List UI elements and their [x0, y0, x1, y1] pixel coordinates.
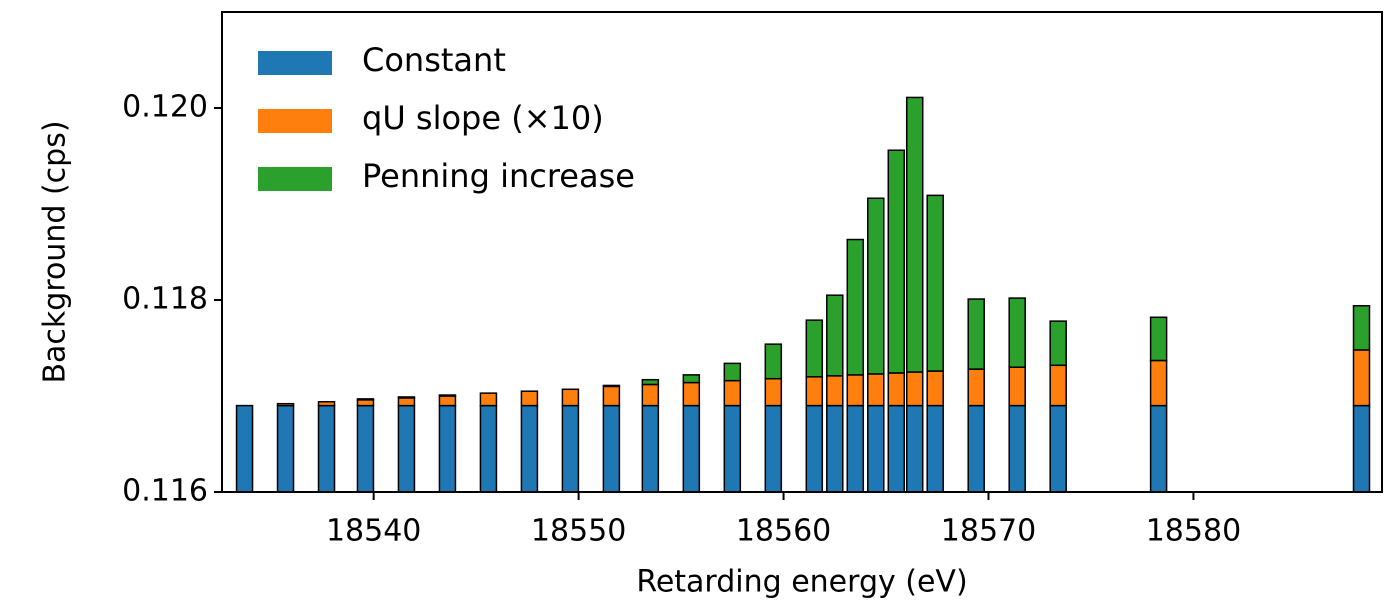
bar-segment — [397, 404, 416, 493]
legend-label: Penning increase — [362, 157, 635, 195]
bar-segment — [1008, 404, 1026, 493]
bar-segment — [926, 370, 944, 407]
bar-segment — [723, 404, 742, 493]
x-tick-label: 18540 — [326, 514, 421, 549]
legend-label: Constant — [362, 41, 506, 79]
bar-segment — [1008, 297, 1026, 368]
x-tick-label: 18550 — [531, 514, 626, 549]
bar-segment — [682, 404, 701, 493]
bar-segment — [1352, 404, 1371, 493]
bar-segment — [826, 294, 844, 377]
bar-segment — [602, 404, 621, 493]
bar-segment — [479, 404, 498, 493]
bar-segment — [602, 385, 621, 407]
bar-segment — [887, 404, 906, 493]
bar-segment — [276, 402, 295, 407]
bar-segment — [438, 395, 457, 407]
bar-segment — [905, 96, 924, 373]
bar-segment — [1149, 316, 1168, 362]
plot-frame — [221, 11, 1383, 493]
bar-segment — [1049, 320, 1067, 367]
bar-segment — [764, 404, 783, 493]
bar-segment — [561, 404, 580, 493]
bar-segment — [397, 397, 416, 407]
bar-segment — [926, 194, 944, 372]
bar-segment — [905, 371, 924, 407]
bar-segment — [641, 404, 660, 493]
bar-segment — [846, 374, 865, 407]
bar-segment — [887, 149, 906, 374]
bar-segment — [846, 238, 865, 376]
bar-segment — [1149, 404, 1168, 493]
legend-label: qU slope (×10) — [362, 99, 604, 137]
bar-segment — [967, 298, 985, 370]
bar-segment — [317, 404, 336, 493]
bar-segment — [867, 197, 885, 375]
bar-segment — [356, 404, 375, 493]
bar-segment — [723, 379, 742, 407]
bar-segment — [682, 381, 701, 407]
bar-segment — [826, 404, 844, 493]
x-tick-label: 18580 — [1146, 514, 1241, 549]
legend-swatch — [258, 109, 332, 133]
bar-segment — [317, 401, 336, 407]
bar-segment — [887, 372, 906, 407]
bar-segment — [805, 404, 824, 493]
bar-segment — [1049, 404, 1067, 493]
bar-segment — [520, 390, 539, 407]
bar-segment — [561, 388, 580, 407]
bar-segment — [846, 404, 865, 493]
bar-segment — [276, 404, 295, 493]
x-tick-label: 18560 — [736, 514, 831, 549]
bar-segment — [867, 373, 885, 407]
bar-segment — [641, 378, 660, 386]
x-axis-label: Retarding energy (eV) — [636, 565, 967, 600]
y-tick-label: 0.120 — [122, 90, 208, 125]
bar-segment — [764, 343, 783, 380]
bar-segment — [723, 362, 742, 382]
bar-segment — [764, 377, 783, 407]
bar-segment — [1049, 364, 1067, 407]
bar-segment — [1352, 349, 1371, 407]
bar-segment — [397, 396, 416, 399]
bar-segment — [967, 404, 985, 493]
bar-segment — [905, 404, 924, 493]
bar-segment — [805, 376, 824, 407]
legend-swatch — [258, 167, 332, 191]
legend-swatch — [258, 51, 332, 75]
bar-segment — [602, 384, 621, 388]
bar-segment — [438, 404, 457, 493]
bar-segment — [805, 319, 824, 378]
bar-segment — [867, 404, 885, 493]
bar-segment — [926, 404, 944, 493]
y-tick-label: 0.116 — [122, 474, 208, 509]
y-axis-label: Background (cps) — [38, 120, 73, 383]
x-tick-label: 18570 — [941, 514, 1036, 549]
bar-segment — [1352, 305, 1371, 351]
bar-segment — [520, 404, 539, 493]
bar-segment — [235, 404, 254, 493]
bar-segment — [1149, 359, 1168, 407]
bar-segment — [356, 399, 375, 407]
bar-segment — [479, 392, 498, 407]
bar-segment — [641, 383, 660, 407]
bar-segment — [438, 394, 457, 397]
bar-segment — [356, 398, 375, 401]
bar-segment — [682, 374, 701, 384]
bar-segment — [1008, 366, 1026, 407]
bar-segment — [967, 368, 985, 407]
bar-segment — [826, 375, 844, 407]
y-tick-label: 0.118 — [122, 282, 208, 317]
